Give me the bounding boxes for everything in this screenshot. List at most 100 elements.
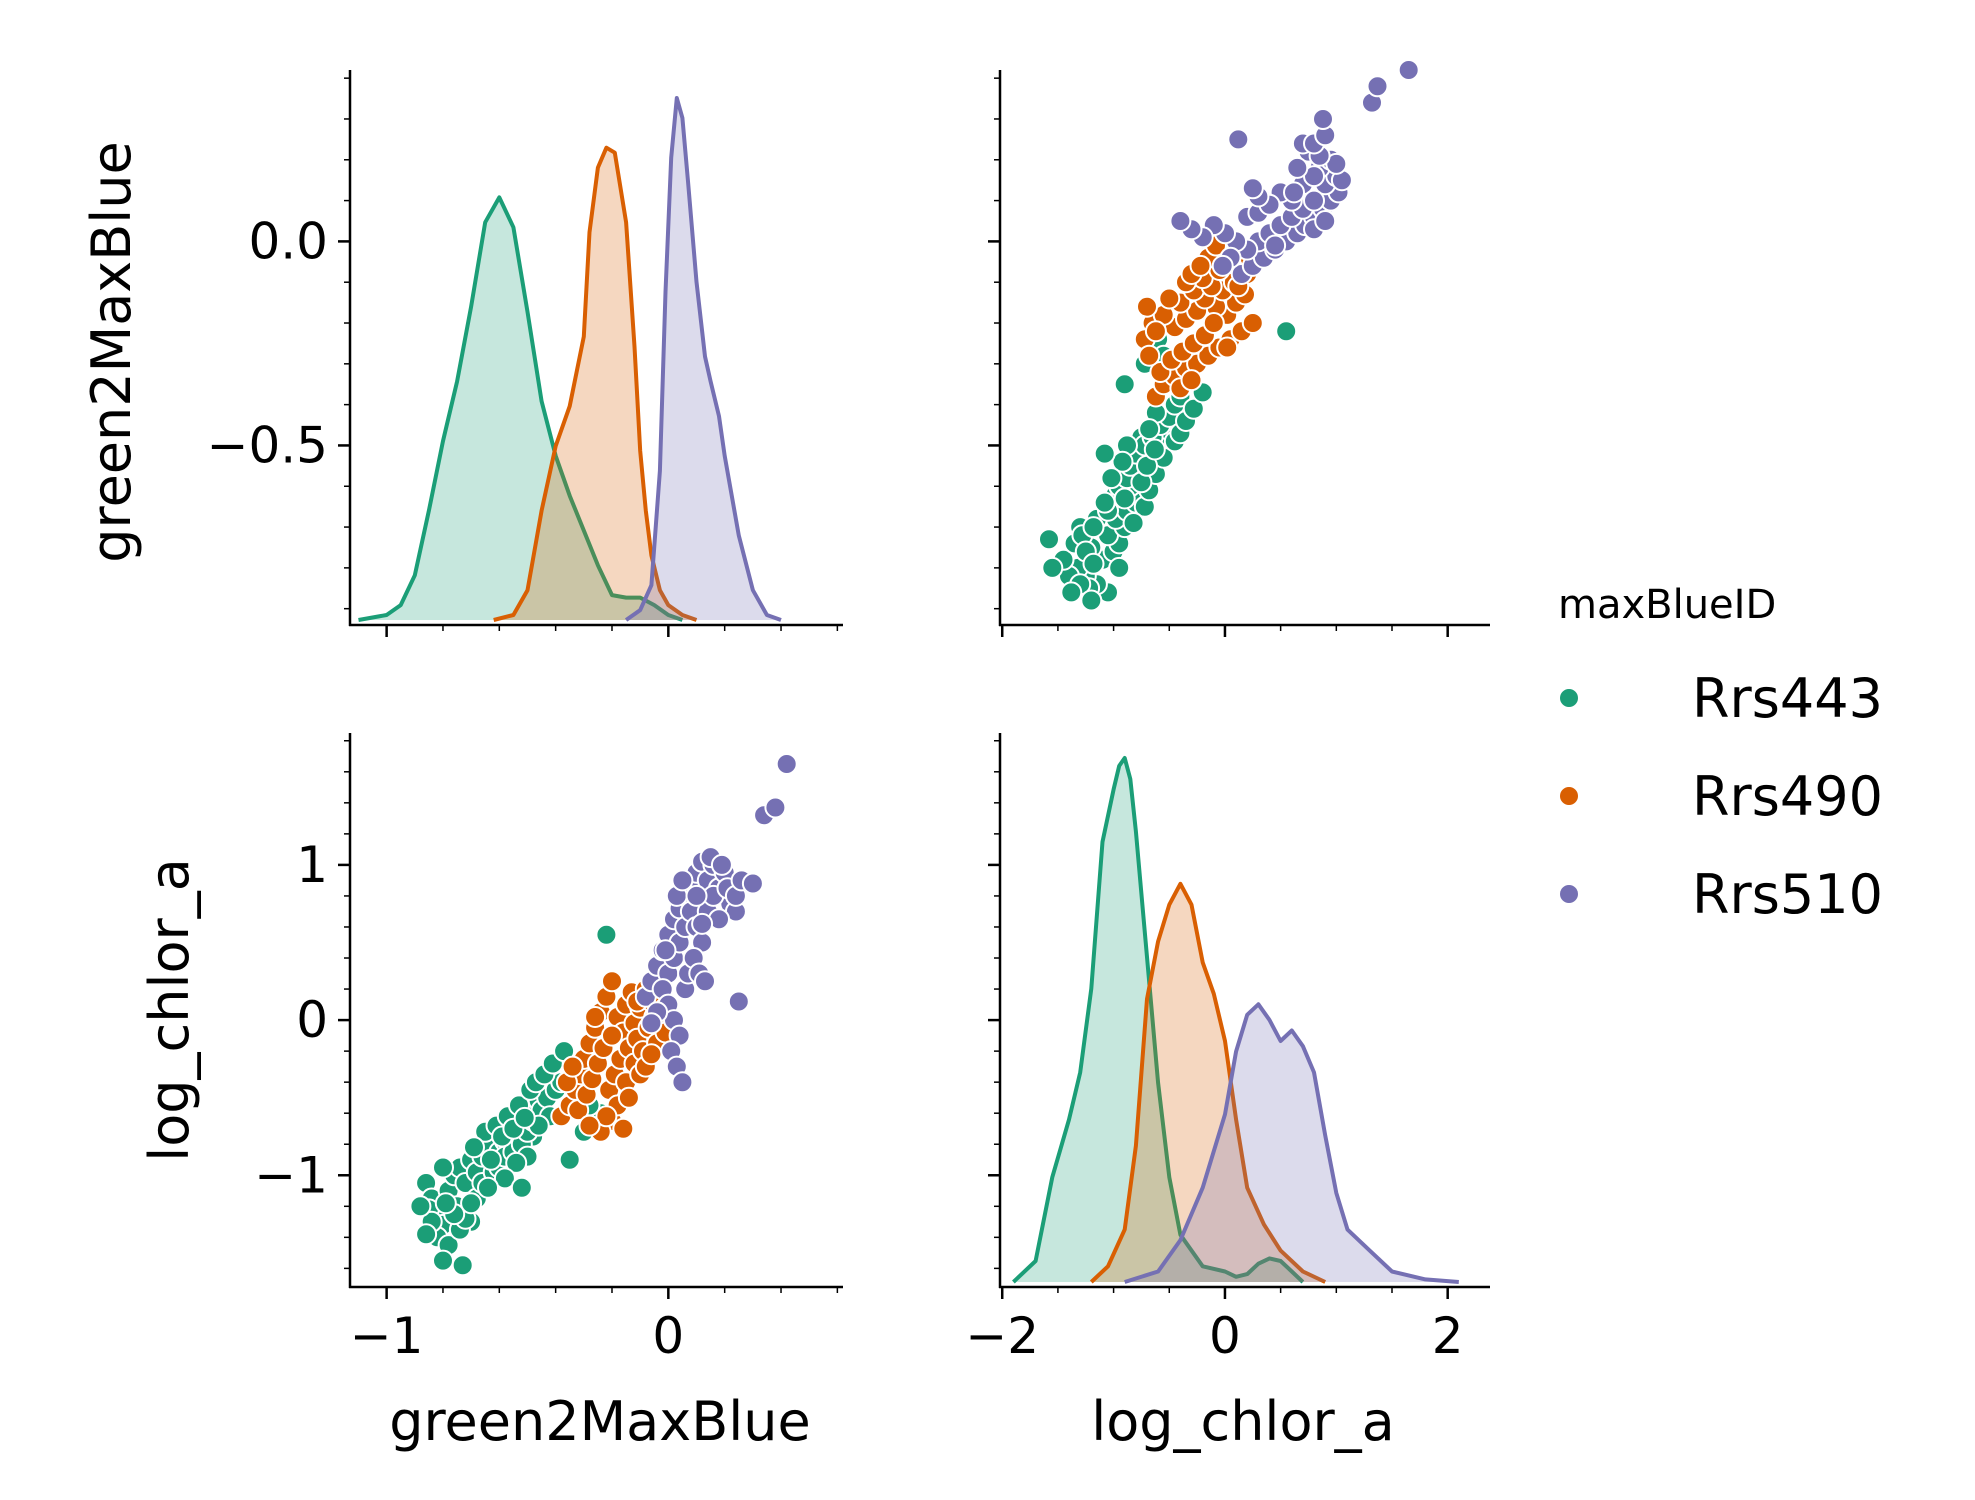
scatter-point-Rrs443	[493, 1167, 516, 1190]
scatter-point-Rrs443	[432, 1249, 454, 1272]
scatter-point-Rrs443	[434, 1192, 457, 1215]
scatter-point-Rrs443	[1082, 516, 1105, 539]
scatter-point-Rrs443	[595, 923, 618, 946]
scatter-point-Rrs510	[1169, 210, 1192, 232]
scatter-point-Rrs490	[1202, 312, 1225, 334]
scatter-point-Rrs443	[415, 1223, 438, 1246]
scatter-point-Rrs490	[1189, 254, 1212, 277]
scatter-point-Rrs443	[505, 1151, 528, 1174]
scatter-point-Rrs490	[1144, 320, 1167, 343]
scatter-point-Rrs510	[694, 970, 716, 993]
scatter-point-Rrs443	[1113, 373, 1136, 396]
bottom-left-y-tick-label: 0	[296, 991, 328, 1049]
scatter-point-Rrs443	[1138, 418, 1161, 441]
scatter-point-Rrs510	[671, 869, 694, 892]
scatter-point-Rrs490	[617, 1086, 640, 1109]
scatter-point-Rrs510	[1264, 234, 1287, 257]
scatter-point-Rrs443	[460, 1192, 483, 1215]
kde-log_chlor_a-Rrs490-fill	[1091, 883, 1326, 1282]
scatter-point-Rrs490	[1136, 295, 1158, 318]
scatter-point-Rrs443	[1082, 552, 1105, 575]
x-axis-label-green2MaxBlue: green2MaxBlue	[389, 1390, 810, 1453]
legend-label-Rrs510: Rrs510	[1692, 863, 1883, 926]
bottom-left-y-tick-label: 1	[296, 836, 328, 894]
kde-green2MaxBlue-Rrs510-line	[624, 96, 782, 622]
scatter-point-Rrs443	[1080, 589, 1103, 612]
scatter-point-Rrs490	[1216, 336, 1239, 359]
bottom-left-x-tick-label: −1	[350, 1307, 424, 1365]
scatter-point-Rrs510	[671, 1071, 694, 1094]
scatter-point-Rrs443	[1113, 487, 1136, 510]
scatter-point-Rrs443	[1038, 528, 1060, 551]
scatter-point-Rrs510	[1211, 254, 1234, 277]
scatter-point-Rrs490	[1180, 369, 1203, 392]
scatter-point-Rrs510	[640, 1012, 663, 1035]
bottom-right-x-tick-label: 0	[1209, 1307, 1241, 1365]
scatter-point-Rrs443	[1060, 581, 1083, 604]
kde-log_chlor_a-Rrs510-line	[1124, 1002, 1459, 1284]
scatter-point-Rrs490	[578, 1114, 601, 1137]
scatter-point-Rrs443	[1100, 467, 1123, 490]
scatter-point-Rrs510	[1283, 181, 1305, 204]
scatter-point-Rrs510	[775, 753, 798, 775]
top-left-y-tick-label: 0.0	[248, 212, 328, 270]
kde-log_chlor_a-Rrs443-fill	[1013, 758, 1303, 1282]
kde-log_chlor_a-Rrs443-line	[1012, 756, 1305, 1284]
scatter-point-Rrs490	[1241, 312, 1264, 334]
scatter-point-Rrs490	[1158, 287, 1181, 310]
scatter-point-Rrs490	[601, 1024, 623, 1047]
legend-title: maxBlueID	[1558, 582, 1776, 628]
bottom-left-y-tick-label: −1	[254, 1146, 328, 1204]
scatter-point-Rrs510	[1241, 177, 1264, 200]
scatter-point-Rrs490	[584, 1006, 607, 1028]
x-axis-label-log_chlor_a: log_chlor_a	[1091, 1390, 1395, 1453]
scatter-point-Rrs490	[1138, 344, 1161, 367]
legend-marker-Rrs510	[1558, 883, 1580, 905]
scatter-point-Rrs443	[1093, 491, 1116, 514]
scatter-point-Rrs490	[640, 1043, 663, 1066]
scatter-point-Rrs510	[654, 939, 677, 962]
scatter-point-Rrs443	[1093, 442, 1116, 465]
scatter-point-Rrs443	[451, 1254, 474, 1277]
legend-marker-Rrs443	[1558, 687, 1580, 709]
y-axis-label-green2MaxBlue: green2MaxBlue	[80, 141, 143, 562]
kde-log_chlor_a-Rrs510-fill	[1124, 1004, 1459, 1282]
scatter-point-Rrs510	[1303, 189, 1325, 212]
scatter-point-Rrs510	[1366, 75, 1389, 98]
scatter-point-Rrs443	[513, 1106, 536, 1129]
scatter-point-Rrs443	[1275, 320, 1298, 343]
kde-green2MaxBlue-Rrs443-line	[358, 195, 684, 622]
y-axis-label-log_chlor_a: log_chlor_a	[138, 858, 201, 1162]
scatter-point-Rrs490	[612, 1117, 635, 1140]
scatter-point-Rrs510	[1314, 210, 1337, 232]
scatter-point-Rrs443	[1143, 438, 1166, 461]
top-left-y-tick-label: −0.5	[207, 416, 328, 474]
legend-marker-Rrs490	[1558, 785, 1580, 807]
scatter-point-Rrs443	[510, 1176, 533, 1199]
bottom-right-x-tick-label: −2	[965, 1307, 1039, 1365]
bottom-right-x-tick-label: 2	[1432, 1307, 1464, 1365]
scatter-point-Rrs510	[685, 884, 708, 907]
kde-green2MaxBlue-Rrs490-line	[493, 145, 698, 622]
scatter-point-Rrs510	[691, 912, 714, 935]
kde-log_chlor_a-Rrs490-line	[1089, 881, 1327, 1284]
scatter-point-Rrs490	[561, 1055, 584, 1078]
scatter-point-Rrs490	[595, 1105, 618, 1128]
scatter-point-Rrs443	[409, 1195, 432, 1218]
scatter-point-Rrs443	[1041, 556, 1064, 579]
bottom-left-x-tick-label: 0	[652, 1307, 684, 1365]
scatter-point-Rrs510	[1312, 108, 1334, 130]
scatter-point-Rrs443	[558, 1148, 581, 1171]
scatter-point-Rrs443	[1108, 556, 1131, 579]
scatter-point-Rrs443	[463, 1136, 485, 1159]
scatter-point-Rrs510	[1227, 128, 1250, 151]
scatter-point-Rrs510	[1397, 59, 1420, 81]
scatter-point-Rrs443	[477, 1176, 499, 1199]
legend-label-Rrs443: Rrs443	[1692, 667, 1883, 730]
legend-label-Rrs490: Rrs490	[1692, 765, 1883, 828]
scatter-point-Rrs510	[727, 990, 750, 1013]
scatter-point-Rrs510	[741, 872, 764, 895]
kde-green2MaxBlue-Rrs443-fill	[358, 197, 683, 620]
scatter-point-Rrs443	[1122, 512, 1145, 534]
